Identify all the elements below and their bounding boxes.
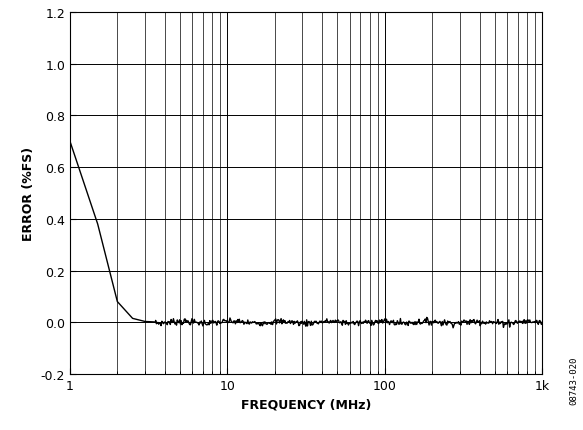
- X-axis label: FREQUENCY (MHz): FREQUENCY (MHz): [241, 397, 371, 410]
- Y-axis label: ERROR (%FS): ERROR (%FS): [22, 147, 35, 240]
- Text: 08743-020: 08743-020: [570, 356, 579, 404]
